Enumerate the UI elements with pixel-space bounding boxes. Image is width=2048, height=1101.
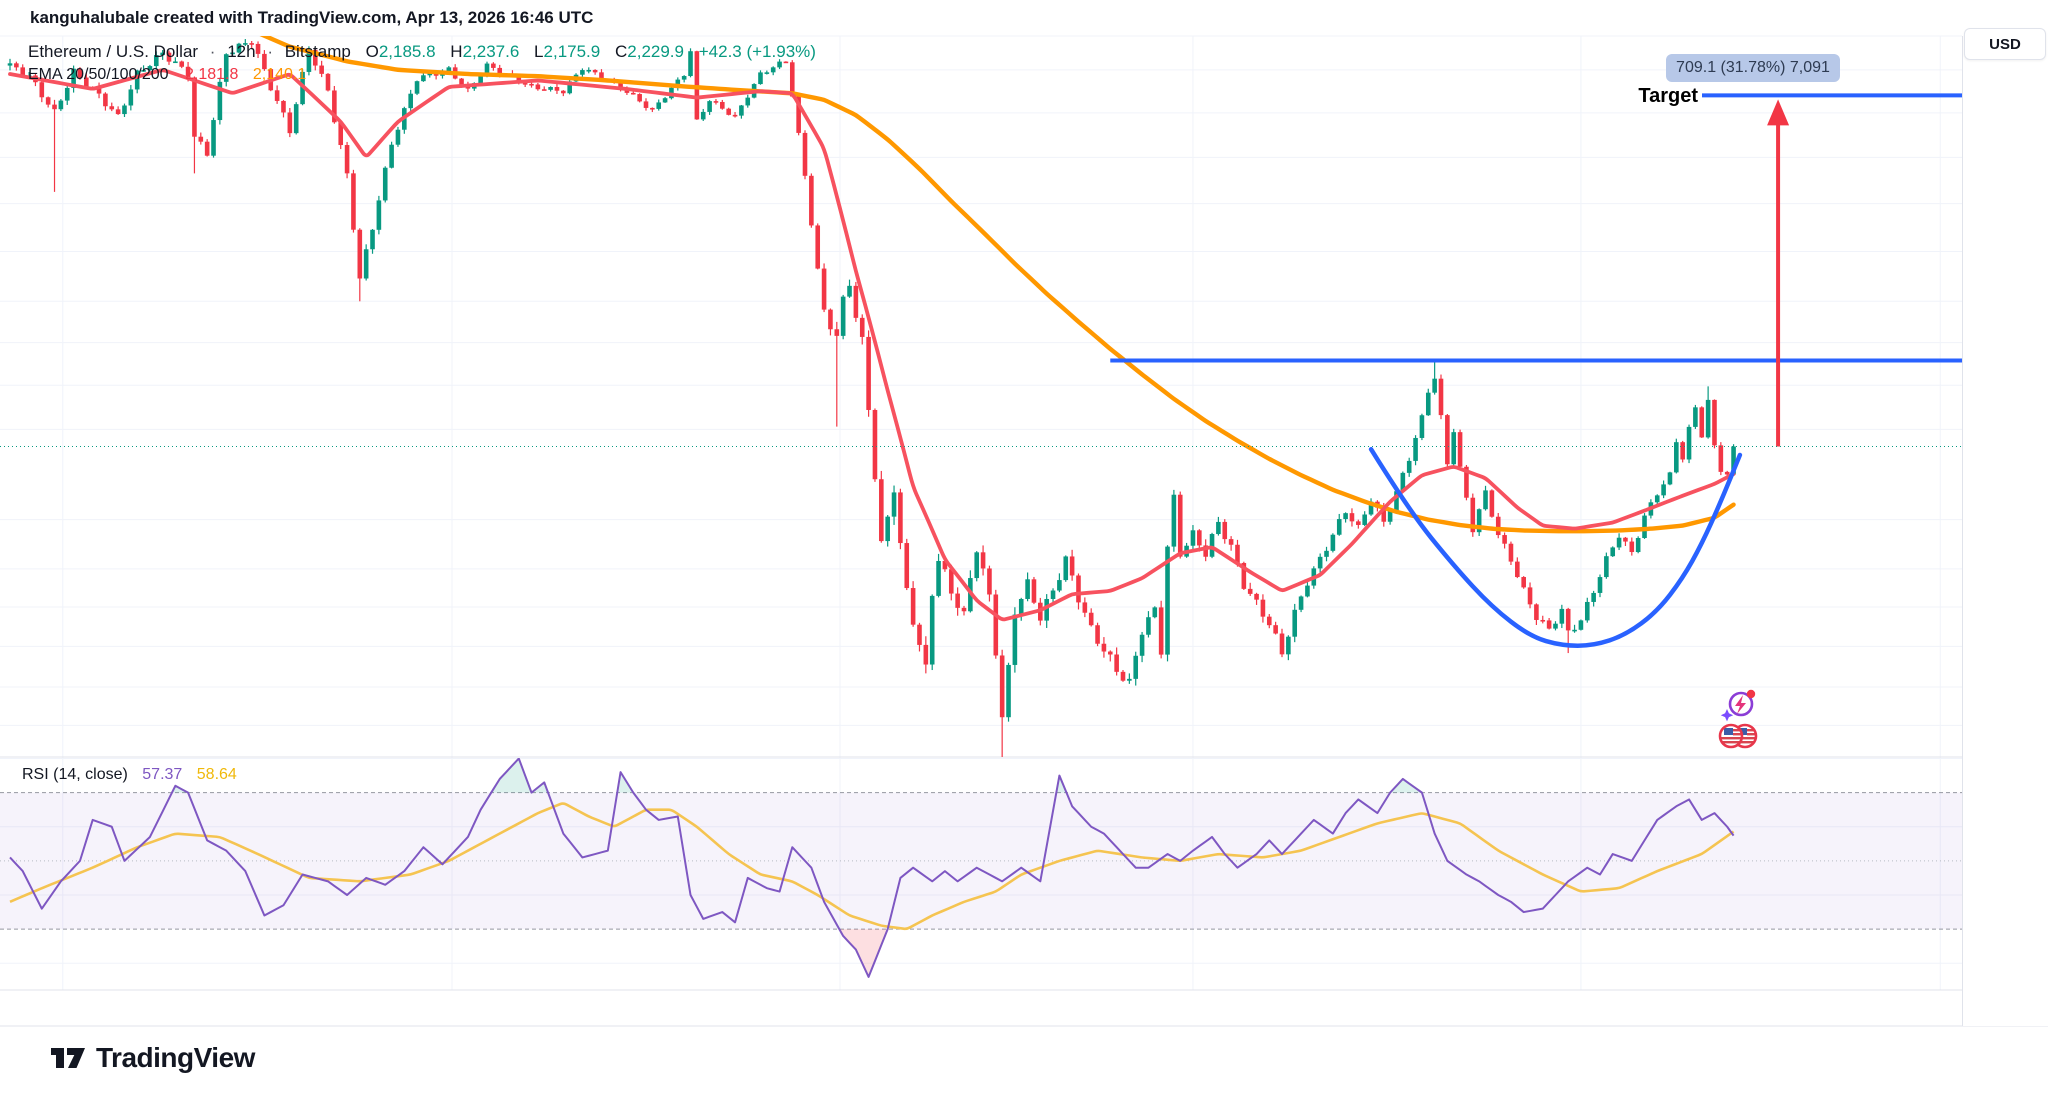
measurement-tooltip: 709.1 (31.78%) 7,091 bbox=[1666, 54, 1840, 82]
candlestick-series bbox=[7, 39, 1736, 757]
ema-lines bbox=[8, 36, 1736, 622]
rsi-label: RSI (14, close) bbox=[22, 766, 128, 783]
tradingview-logo[interactable]: TradingView bbox=[50, 1042, 255, 1074]
rsi-ma-value: 58.64 bbox=[196, 766, 237, 783]
symbol-legend[interactable]: Ethereum / U.S. Dollar · 12h · Bitstamp … bbox=[28, 42, 816, 62]
open-value: 2,185.8 bbox=[378, 42, 436, 61]
target-arrow-head bbox=[1767, 99, 1790, 126]
close-value: 2,229.9 bbox=[627, 42, 684, 61]
exchange-label: Bitstamp bbox=[284, 42, 351, 61]
rsi-value: 57.37 bbox=[142, 766, 183, 783]
target-annotation-label: Target bbox=[1638, 85, 1698, 107]
ema-label: EMA 20/50/100/200 bbox=[28, 66, 169, 83]
attribution-header: kanguhalubale created with TradingView.c… bbox=[30, 8, 594, 27]
ai-spark-refresh-icon[interactable] bbox=[1718, 688, 1764, 722]
ema-slow-value: 2,140.1 bbox=[252, 66, 307, 83]
price-axis[interactable] bbox=[1962, 36, 2048, 1026]
interval-label: 12h bbox=[227, 42, 256, 61]
low-key: L bbox=[534, 42, 544, 61]
open-key: O bbox=[365, 42, 379, 61]
close-key: C bbox=[614, 42, 628, 61]
cup-arc-drawing bbox=[1368, 446, 1743, 648]
change-value: +42.3 (+1.93%) bbox=[698, 42, 816, 61]
currency-toggle-button[interactable]: USD bbox=[1964, 28, 2046, 60]
tradingview-logo-text: TradingView bbox=[96, 1042, 255, 1073]
low-value: 2,175.9 bbox=[543, 42, 601, 61]
usd-flag-coins-icon[interactable] bbox=[1714, 720, 1760, 754]
separator-dot: · bbox=[209, 42, 216, 61]
tradingview-logo-mark bbox=[51, 1048, 85, 1068]
price-drawings[interactable] bbox=[0, 93, 1962, 648]
separator-dot: · bbox=[267, 42, 273, 61]
symbol-name: Ethereum / U.S. Dollar bbox=[28, 42, 199, 61]
high-key: H bbox=[450, 42, 463, 61]
rsi-legend[interactable]: RSI (14, close) 57.37 58.64 bbox=[22, 766, 237, 784]
rsi-pane bbox=[0, 758, 1962, 978]
ema-fast-value: 2,181.8 bbox=[185, 66, 239, 83]
high-value: 2,237.6 bbox=[462, 42, 520, 61]
ema-legend[interactable]: EMA 20/50/100/200 2,181.8 2,140.1 bbox=[28, 66, 306, 84]
